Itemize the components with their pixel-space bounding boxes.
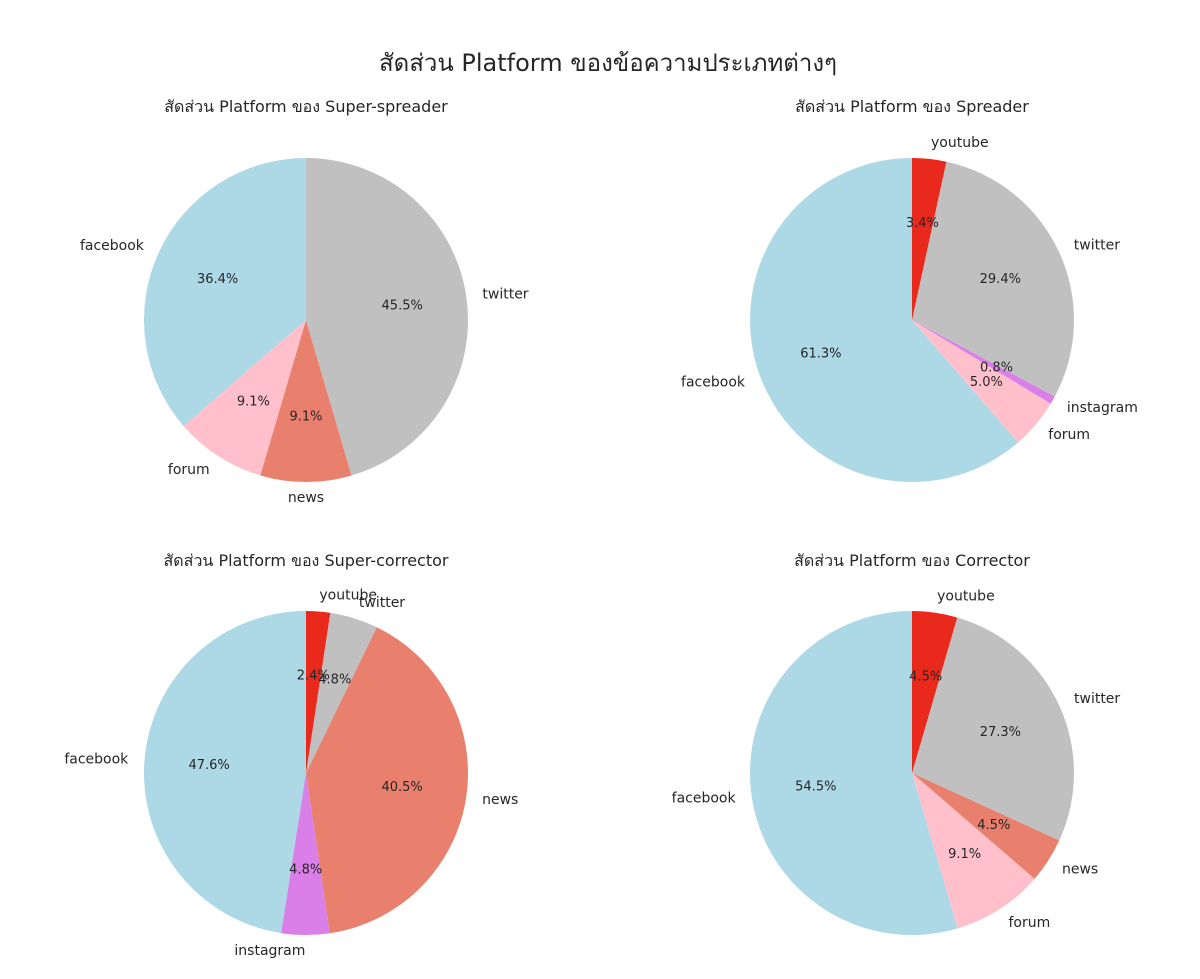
pie-slice-youtube <box>912 158 947 320</box>
pie-slice-instagram <box>912 320 1055 404</box>
pie-slice-instagram <box>281 773 330 936</box>
pie-title: สัดส่วน Platform ของ Super-spreader <box>164 97 448 116</box>
slice-label-youtube: youtube <box>319 587 377 603</box>
slice-label-news: news <box>1062 861 1098 877</box>
slice-label-twitter: twitter <box>482 287 528 303</box>
slice-percent-instagram: 0.8% <box>980 361 1013 376</box>
slice-percent-news: 4.5% <box>977 818 1010 833</box>
slice-label-facebook: facebook <box>64 751 129 767</box>
slice-percent-twitter: 4.8% <box>318 673 351 688</box>
slice-label-forum: forum <box>1048 427 1090 443</box>
pie-title: สัดส่วน Platform ของ Super-corrector <box>164 551 449 570</box>
slice-percent-facebook: 54.5% <box>795 779 836 794</box>
slice-label-facebook: facebook <box>80 238 145 254</box>
pie-slice-youtube <box>306 611 331 773</box>
pie-slice-forum <box>912 773 1035 929</box>
pie-title: สัดส่วน Platform ของ Corrector <box>794 551 1030 570</box>
slice-percent-youtube: 2.4% <box>297 669 330 684</box>
pie-panel-4: สัดส่วน Platform ของ Corrector facebook 54… <box>672 551 1120 935</box>
slice-percent-forum: 9.1% <box>237 394 270 409</box>
slice-percent-twitter: 29.4% <box>980 272 1021 287</box>
pie-slice-forum <box>183 320 306 476</box>
slice-label-instagram: instagram <box>234 943 305 959</box>
pie-slice-facebook <box>143 611 306 934</box>
slice-label-facebook: facebook <box>672 790 737 806</box>
slice-percent-youtube: 3.4% <box>906 216 939 231</box>
pie-slice-twitter <box>306 158 469 476</box>
pie-slice-facebook <box>750 158 1019 482</box>
pie-slice-twitter <box>912 161 1074 397</box>
slice-percent-youtube: 4.5% <box>909 669 942 684</box>
slice-label-instagram: instagram <box>1067 400 1138 416</box>
slice-percent-forum: 5.0% <box>970 375 1003 390</box>
pie-panel-2: สัดส่วน Platform ของ Spreader facebook 61.… <box>681 97 1138 482</box>
slice-percent-facebook: 36.4% <box>197 272 238 287</box>
slice-label-news: news <box>288 490 324 506</box>
slice-label-twitter: twitter <box>1074 237 1120 253</box>
slice-label-news: news <box>482 792 518 808</box>
slice-label-forum: forum <box>1009 915 1051 931</box>
slice-percent-news: 40.5% <box>381 780 422 795</box>
slice-percent-twitter: 45.5% <box>382 299 423 314</box>
pie-slice-forum <box>912 320 1051 443</box>
pie-panel-3: สัดส่วน Platform ของ Super-corrector face… <box>64 551 518 959</box>
slice-label-youtube: youtube <box>931 135 989 151</box>
slice-label-twitter: twitter <box>1074 691 1120 707</box>
pie-slice-news <box>306 627 469 934</box>
slice-percent-instagram: 4.8% <box>289 863 322 878</box>
slice-percent-twitter: 27.3% <box>980 725 1021 740</box>
pie-slice-youtube <box>912 611 958 773</box>
slice-label-twitter: twitter <box>359 595 405 611</box>
slice-percent-forum: 9.1% <box>948 847 981 862</box>
slice-percent-facebook: 47.6% <box>188 758 229 773</box>
figure-title: สัดส่วน Platform ของข้อความประเภทต่างๆ <box>379 49 837 77</box>
pie-panel-1: สัดส่วน Platform ของ Super-spreader faceb… <box>80 97 529 506</box>
slice-label-youtube: youtube <box>937 589 995 605</box>
slice-label-forum: forum <box>168 462 210 478</box>
pie-slice-facebook <box>749 611 958 935</box>
slice-percent-news: 9.1% <box>289 410 322 425</box>
pie-slice-news <box>260 320 352 483</box>
pie-slice-twitter <box>306 612 377 773</box>
slice-percent-facebook: 61.3% <box>800 347 841 362</box>
pie-slice-twitter <box>912 617 1074 841</box>
pie-slice-news <box>912 773 1060 879</box>
pie-slice-facebook <box>143 158 306 427</box>
slice-label-facebook: facebook <box>681 374 746 390</box>
pie-title: สัดส่วน Platform ของ Spreader <box>795 97 1029 116</box>
